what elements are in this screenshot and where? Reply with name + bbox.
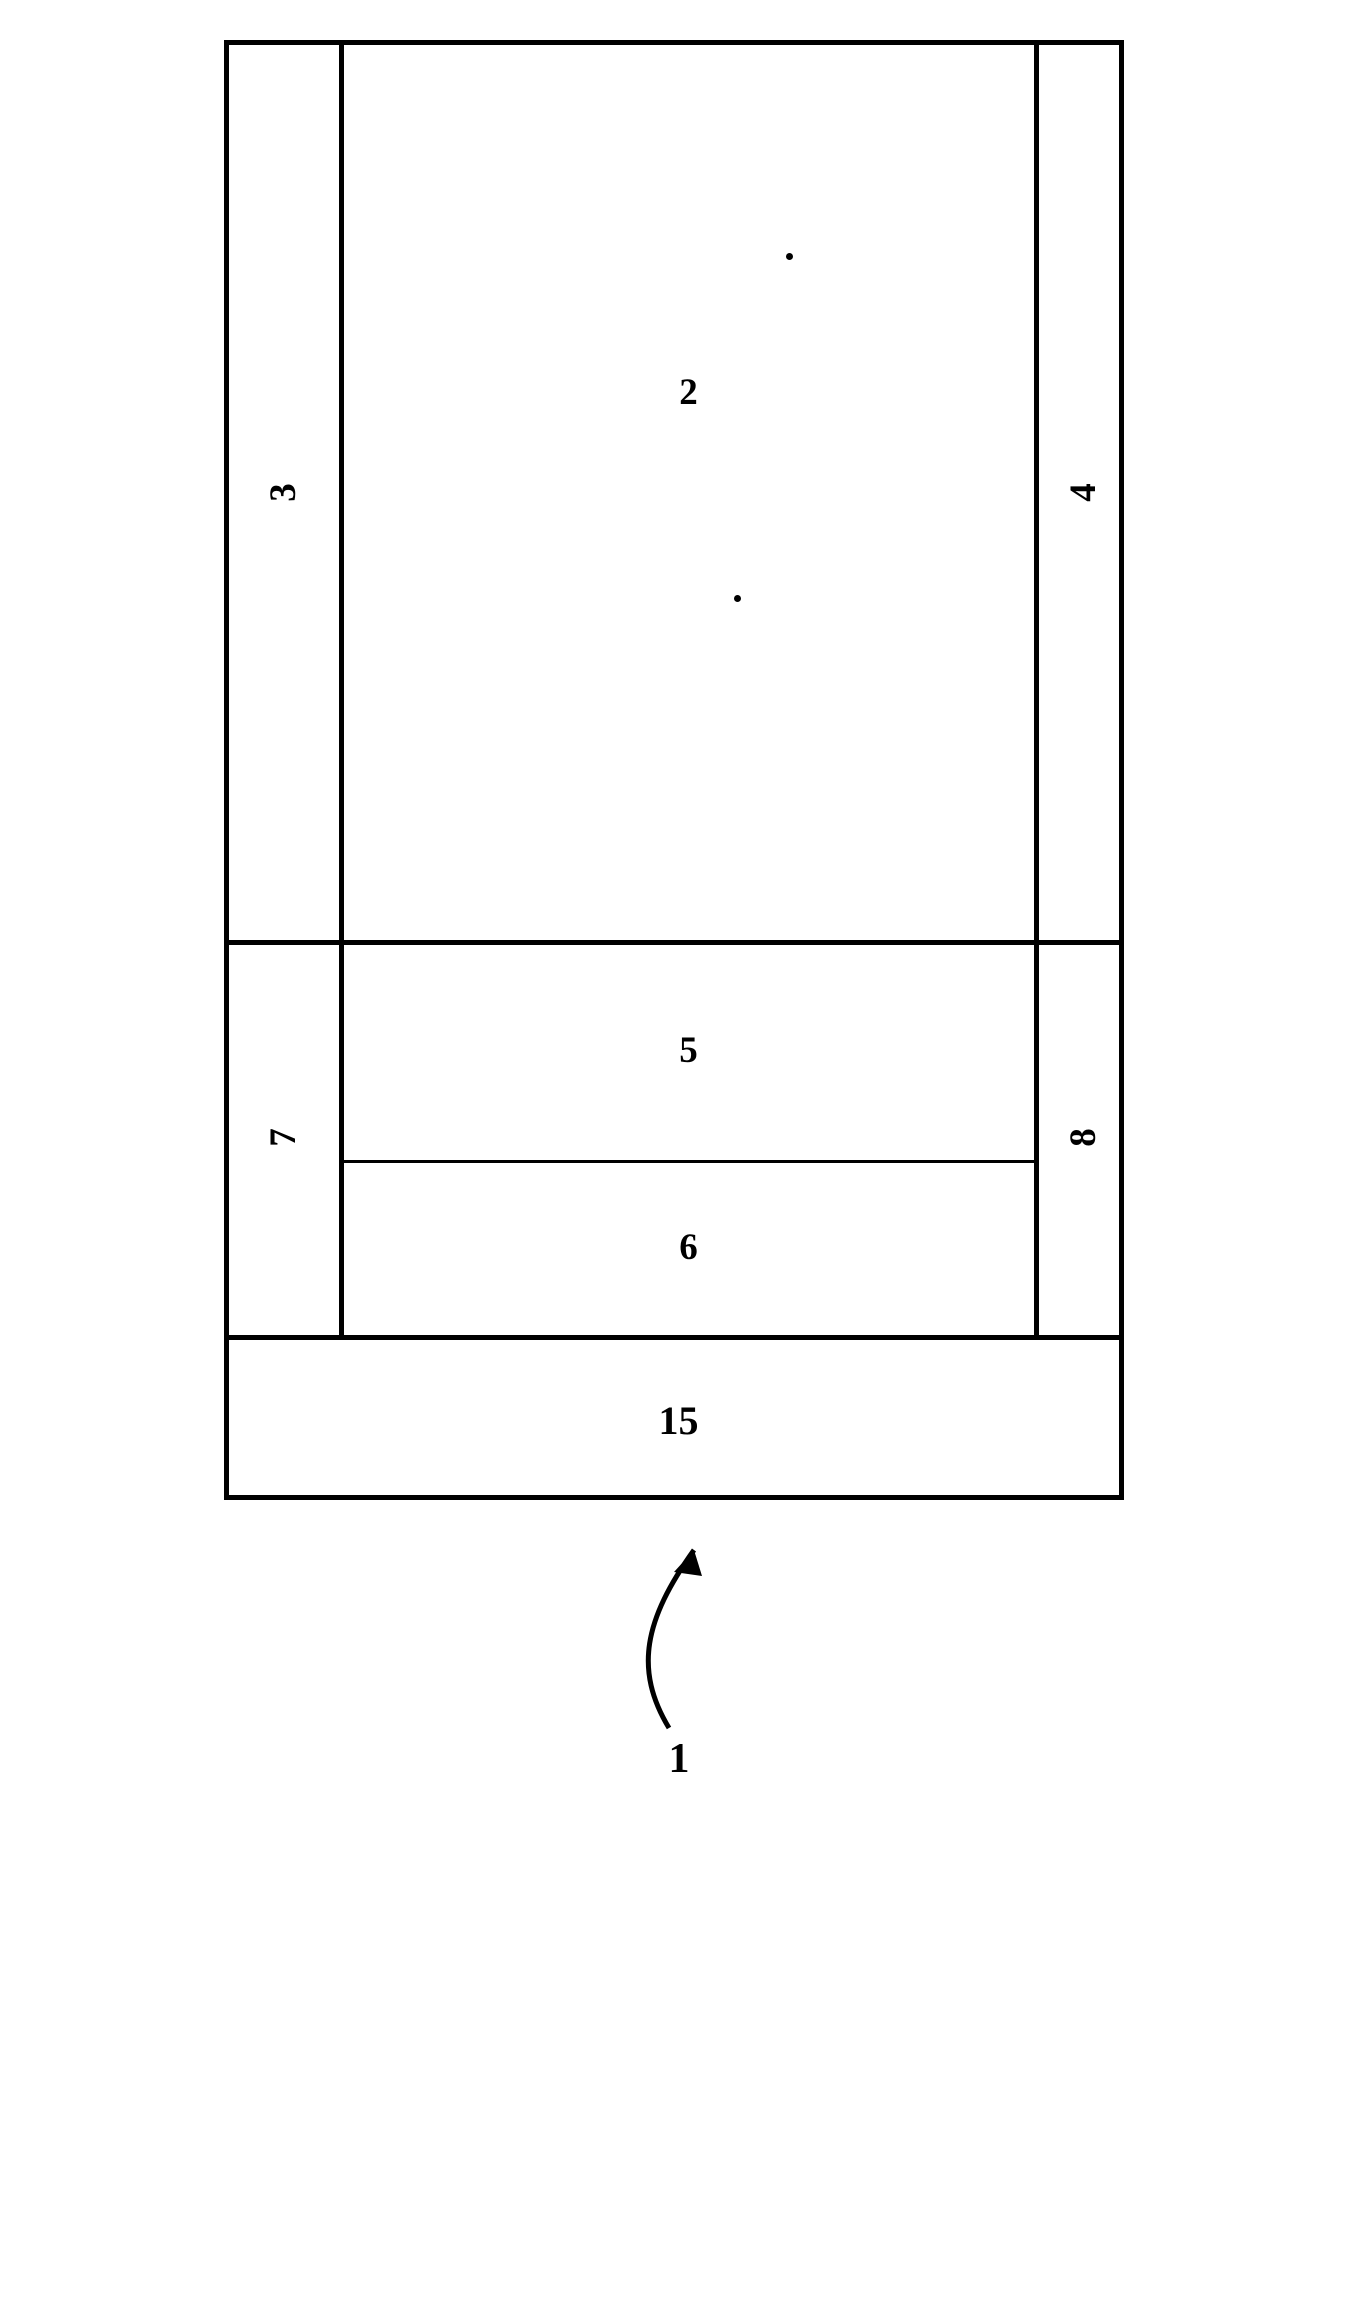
artifact-dot-1: [734, 595, 741, 602]
region-5: 5: [339, 940, 1039, 1160]
region-3: 3: [229, 45, 339, 940]
region-8-label: 8: [1062, 1128, 1105, 1147]
region-4: 4: [1039, 45, 1129, 940]
region-15: 15: [229, 1335, 1129, 1505]
region-4-label: 4: [1062, 483, 1105, 502]
region-7-label: 7: [262, 1128, 305, 1147]
diagram-container: 2 3 4 5 6 7 8 15: [224, 40, 1124, 1780]
pointer-area: 1: [224, 1500, 1124, 1780]
pointer-label-1: 1: [669, 1735, 690, 1783]
region-6-label: 6: [679, 1226, 698, 1269]
region-7: 7: [229, 940, 339, 1335]
region-8: 8: [1039, 940, 1129, 1335]
region-3-label: 3: [262, 483, 305, 502]
block-diagram: 2 3 4 5 6 7 8 15: [224, 40, 1124, 1500]
region-2-label: 2: [679, 371, 698, 414]
artifact-dot-2: [786, 253, 793, 260]
region-15-label: 15: [659, 1397, 699, 1444]
region-5-label: 5: [679, 1029, 698, 1072]
region-2: 2: [339, 45, 1039, 940]
region-6: 6: [339, 1160, 1039, 1335]
